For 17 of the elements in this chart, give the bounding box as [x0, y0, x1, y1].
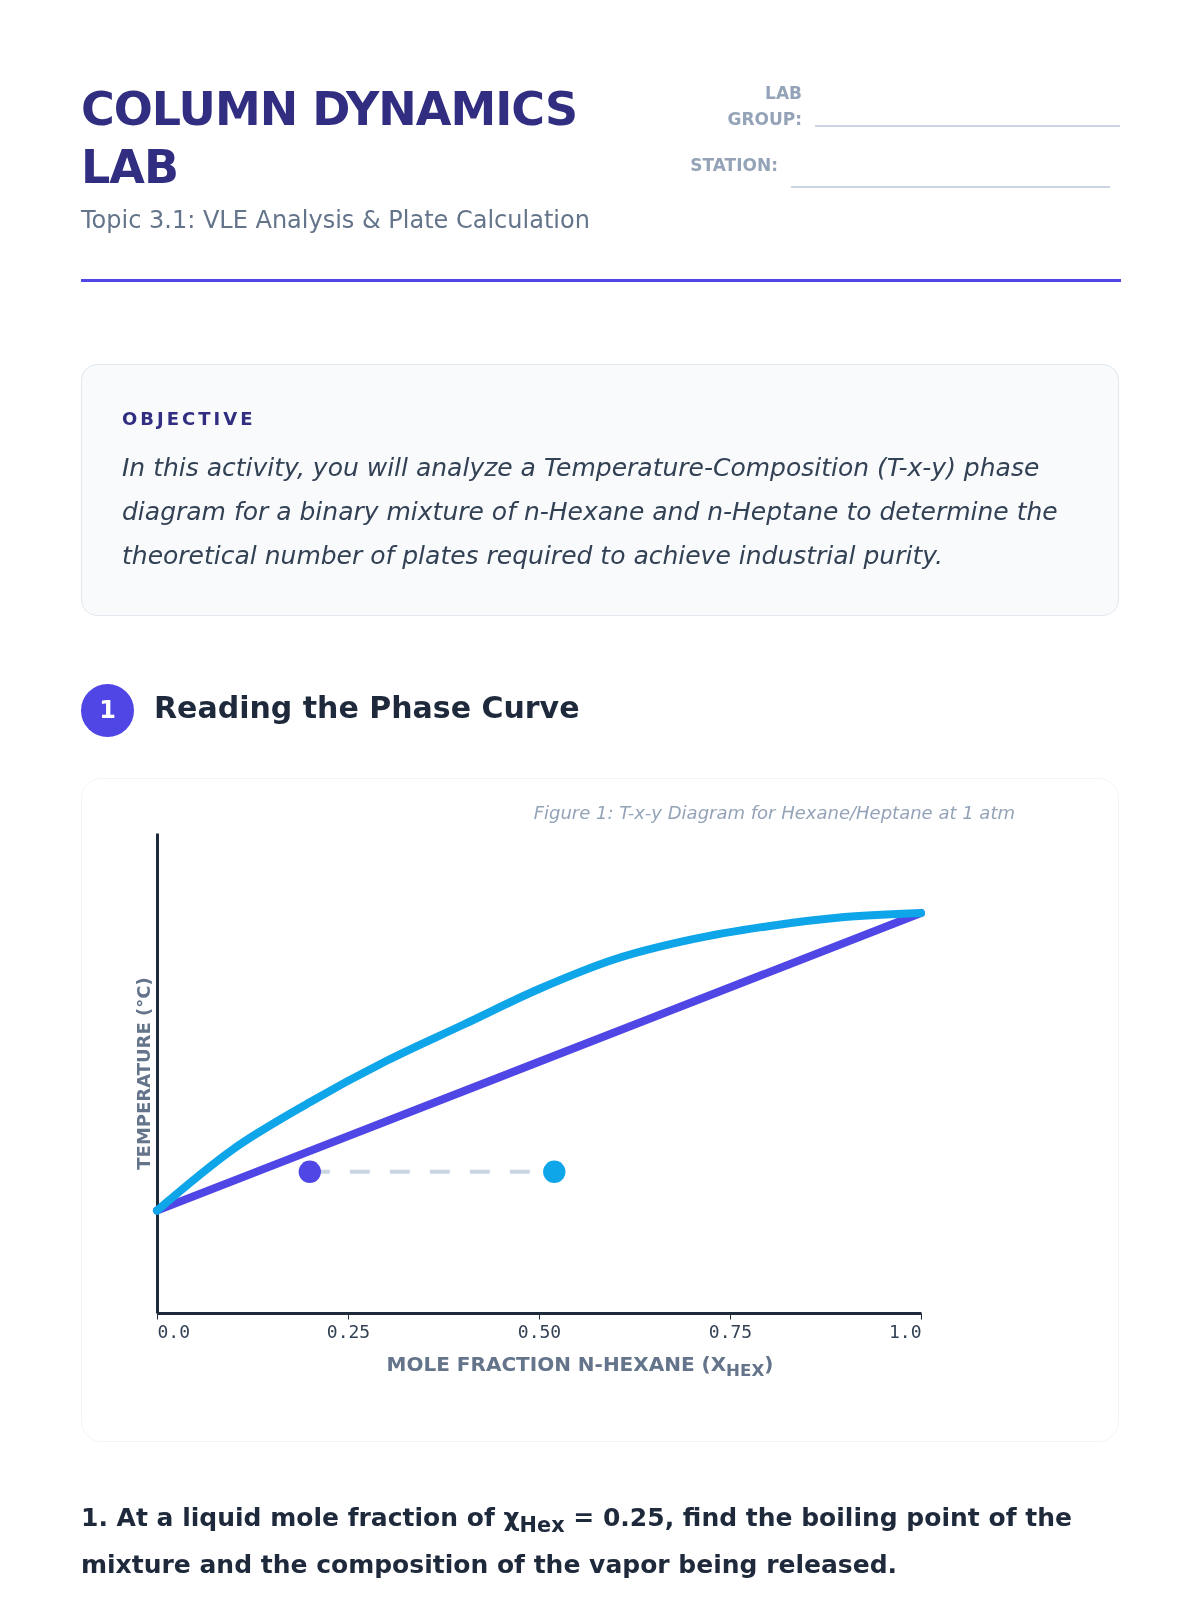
text: STATION: [689, 155, 778, 175]
chart-title: Figure 1: T-x-y Diagram for Hexane/Heptane at 1 atm [533, 802, 1015, 823]
text: COLUMN DYNAMICS LAB [81, 81, 579, 196]
x-tick-label: 1.0 [888, 1320, 922, 1342]
text: 1. At a liquid mole fraction of χ$_{Hex}$ = 0.25, find the boiling point of the mixture and the composition of the vapor being released. [81, 1502, 1073, 1581]
text: Topic 3.1: VLE Analysis & Plate Calculation [81, 206, 590, 234]
text: Reading the Phase Curve [154, 690, 580, 725]
x-tick-label: 0.75 [708, 1320, 753, 1342]
text: 1 [81, 684, 134, 737]
x-tick-label: 0.50 [517, 1320, 562, 1342]
y-axis-title: TEMPERATURE (°C) [132, 977, 154, 1170]
x-axis-title: MOLE FRACTION N-HEXANE (X$_{HEX}$) [385, 1352, 775, 1380]
text: In this activity, you will analyze a Temperature-Composition (T-x-y) phase diagram for a binary mixture of n-Hexane and n-Heptane to determine the theoretical number of plates required to achieve industrial purity. [122, 452, 1059, 572]
text: OBJECTIVE [122, 408, 256, 429]
x-tick-label: 0.25 [326, 1320, 371, 1342]
x-tick-label: 0.0 [157, 1320, 191, 1342]
text: LAB GROUP: [726, 82, 802, 131]
